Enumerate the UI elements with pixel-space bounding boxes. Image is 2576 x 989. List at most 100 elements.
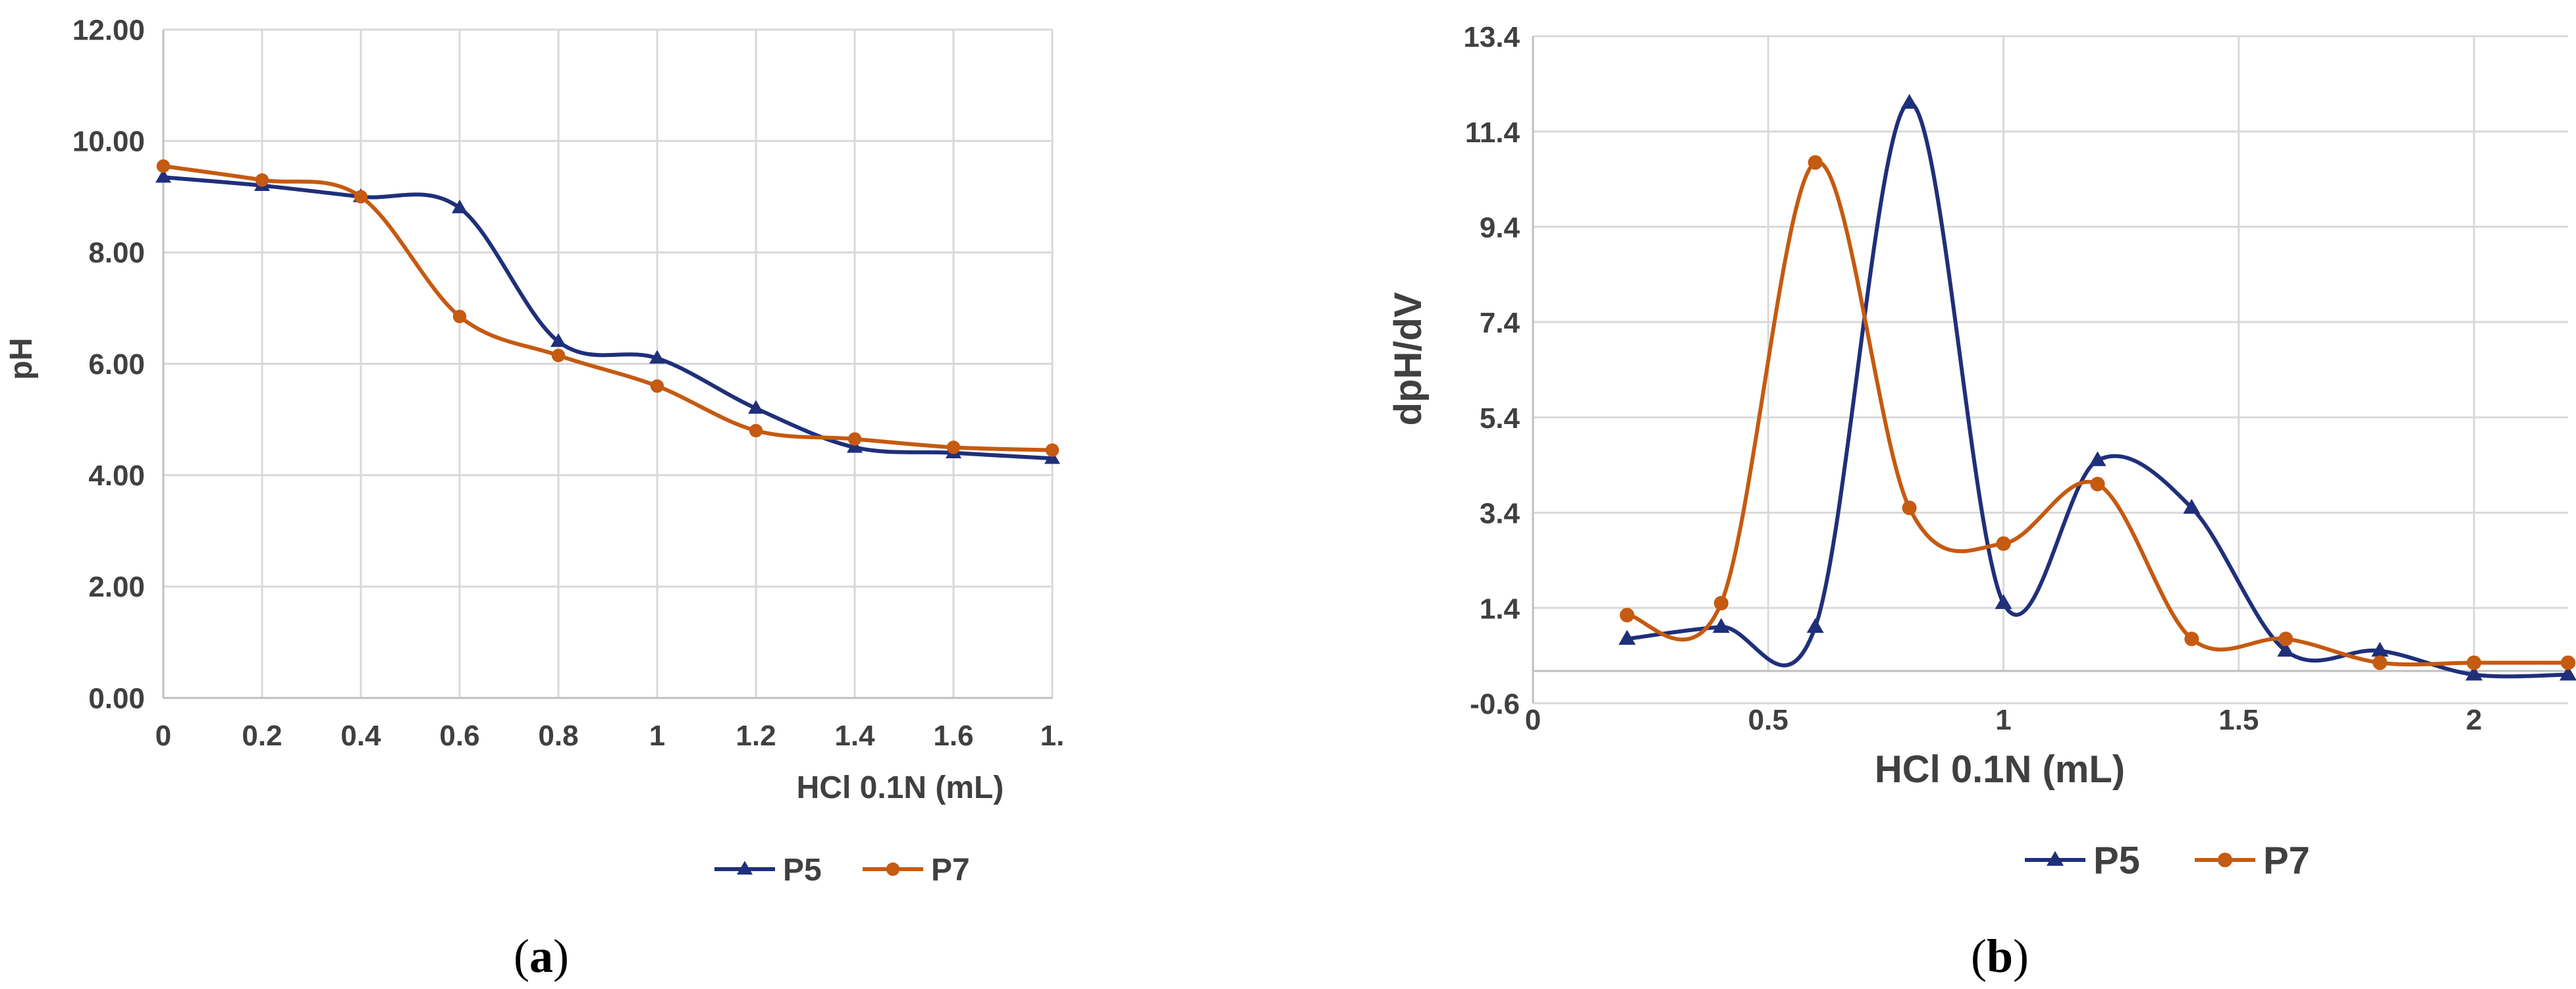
data-point-p7 bbox=[749, 423, 763, 438]
legend-marker-p5 bbox=[737, 861, 753, 875]
y-tick-label: 1.4 bbox=[1480, 593, 1520, 625]
x-tick-label: 2 bbox=[2466, 704, 2482, 736]
panel-b-x-axis-title: HCl 0.1N (mL) bbox=[1875, 748, 2125, 791]
data-point-p7 bbox=[946, 441, 961, 454]
data-point-p5 bbox=[2089, 451, 2106, 466]
data-point-p5 bbox=[2560, 665, 2576, 681]
x-tick-label: 0.8 bbox=[538, 720, 578, 752]
data-point-p5 bbox=[452, 200, 468, 213]
x-tick-label: 1.4 bbox=[834, 720, 875, 752]
panel-a-caption: (a) bbox=[514, 930, 569, 982]
data-point-p5 bbox=[1712, 618, 1730, 633]
y-tick-label: 5.4 bbox=[1480, 402, 1520, 435]
legend-label-p7: P7 bbox=[931, 853, 970, 888]
data-point-p7 bbox=[1713, 596, 1729, 611]
legend-label-p5: P5 bbox=[2093, 839, 2140, 882]
panel-a-x-axis-title: HCl 0.1N (mL) bbox=[797, 770, 1004, 805]
data-point-p5 bbox=[2465, 665, 2483, 681]
y-tick-label: 11.4 bbox=[1465, 117, 1520, 149]
panel-b-caption-letter: b bbox=[1987, 930, 2013, 982]
data-point-p7 bbox=[354, 190, 368, 203]
y-tick-label: 9.4 bbox=[1480, 212, 1520, 244]
y-tick-label: 12.00 bbox=[72, 14, 145, 46]
x-tick-label: 1. bbox=[1040, 720, 1065, 752]
panel-b-y-axis-title: dpH/dV bbox=[1387, 292, 1430, 425]
panel-a-caption-letter: a bbox=[529, 930, 553, 982]
panel-a-chart: 0.00 2.00 4.00 6.00 8.00 10.00 12.00 0 0.2 0.4 0.… bbox=[4, 14, 1064, 982]
panel-b-x-tick-labels: 0 0.5 1 1.5 2 bbox=[1525, 704, 2482, 736]
data-point-p7 bbox=[1045, 443, 1060, 457]
x-tick-label: 0.5 bbox=[1748, 704, 1788, 736]
data-point-p7 bbox=[2278, 631, 2294, 647]
y-tick-label: 6.00 bbox=[88, 348, 145, 381]
y-tick-label: 2.00 bbox=[88, 571, 145, 603]
panel-a-legend: P5 P7 bbox=[714, 853, 970, 888]
y-tick-label: 7.4 bbox=[1480, 307, 1520, 339]
panel-a-x-tick-labels: 0 0.2 0.4 0.6 0.8 1 1.2 1.4 1.6 1. bbox=[155, 720, 1065, 752]
data-point-p7 bbox=[1619, 608, 1634, 623]
panel-a-series bbox=[155, 159, 1060, 464]
panel-a-y-tick-labels: 0.00 2.00 4.00 6.00 8.00 10.00 12.00 bbox=[72, 14, 145, 714]
data-point-p5 bbox=[847, 439, 863, 453]
y-tick-label: -0.6 bbox=[1470, 688, 1520, 720]
legend-label-p5: P5 bbox=[783, 853, 822, 888]
data-point-p7 bbox=[2184, 631, 2199, 647]
x-tick-label: 0.2 bbox=[242, 720, 282, 752]
data-point-p5 bbox=[2371, 641, 2389, 657]
data-point-p5 bbox=[1806, 618, 1824, 633]
data-point-p7 bbox=[650, 379, 664, 393]
x-tick-label: 0 bbox=[155, 720, 171, 752]
data-point-p7 bbox=[2373, 655, 2388, 670]
data-point-p7 bbox=[847, 432, 862, 446]
y-tick-label: 3.4 bbox=[1480, 498, 1520, 530]
data-point-p5 bbox=[1900, 94, 1918, 109]
x-tick-label: 1.6 bbox=[933, 720, 973, 752]
y-tick-label: 8.00 bbox=[88, 237, 145, 269]
panel-b-axes bbox=[1532, 36, 2568, 703]
data-point-p7 bbox=[452, 309, 467, 323]
data-point-p5 bbox=[1618, 629, 1636, 645]
data-point-p7 bbox=[255, 173, 269, 187]
data-point-p7 bbox=[1902, 500, 1917, 516]
data-point-p5 bbox=[1995, 594, 2012, 609]
legend-marker-p5 bbox=[2047, 851, 2064, 866]
legend-marker-p7 bbox=[886, 862, 900, 876]
x-tick-label: 0 bbox=[1525, 704, 1541, 736]
panel-b-y-tick-labels: -0.6 1.4 3.4 5.4 7.4 9.4 11.4 13.4 bbox=[1463, 21, 1520, 720]
data-point-p5 bbox=[2277, 641, 2295, 657]
data-point-p5 bbox=[2183, 498, 2201, 514]
series-line-p5 bbox=[163, 175, 1053, 461]
data-point-p7 bbox=[1808, 155, 1823, 170]
data-point-p7 bbox=[551, 348, 566, 363]
data-point-p5 bbox=[748, 400, 764, 414]
series-line-p7 bbox=[163, 164, 1053, 452]
panel-b-series bbox=[1618, 94, 2576, 681]
panel-b-gridlines bbox=[1532, 35, 2568, 705]
data-point-p7 bbox=[2467, 655, 2482, 670]
x-tick-label: 1.5 bbox=[2218, 704, 2259, 736]
legend-marker-p7 bbox=[2217, 852, 2233, 868]
panel-a-y-axis-title: pH bbox=[4, 338, 39, 380]
panel-a-axes bbox=[162, 30, 1052, 699]
panel-b-chart: -0.6 1.4 3.4 5.4 7.4 9.4 11.4 13.4 0 0.5 1 1.5 2 dp… bbox=[1387, 21, 2576, 982]
data-point-p5 bbox=[649, 350, 665, 364]
x-tick-label: 1 bbox=[1995, 704, 2011, 736]
x-tick-label: 1 bbox=[649, 720, 665, 752]
legend-label-p7: P7 bbox=[2263, 839, 2310, 882]
y-tick-label: 0.00 bbox=[88, 682, 145, 714]
series-line-p5 bbox=[1626, 101, 2569, 679]
y-tick-label: 10.00 bbox=[72, 126, 145, 158]
data-point-p7 bbox=[2090, 477, 2105, 492]
panel-b-legend: P5 P7 bbox=[2025, 839, 2310, 882]
data-point-p5 bbox=[550, 333, 566, 347]
x-tick-label: 0.4 bbox=[340, 720, 381, 752]
data-point-p5 bbox=[1044, 450, 1060, 464]
panel-a-gridlines bbox=[162, 28, 1054, 699]
data-point-p7 bbox=[156, 159, 171, 173]
x-tick-label: 0.6 bbox=[439, 720, 479, 752]
data-point-p5 bbox=[155, 169, 171, 183]
y-tick-label: 4.00 bbox=[88, 460, 145, 492]
y-tick-label: 13.4 bbox=[1463, 21, 1520, 53]
data-point-p7 bbox=[1996, 536, 2011, 551]
